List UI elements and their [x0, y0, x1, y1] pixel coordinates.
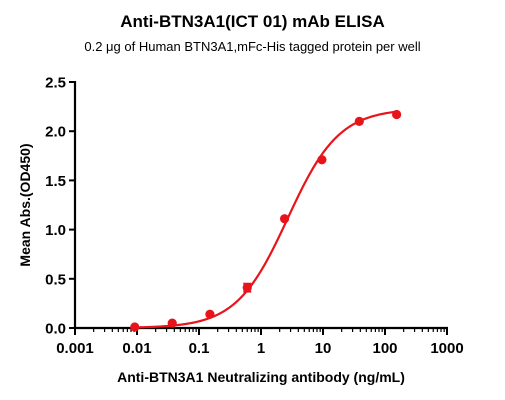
y-tick-label: 2.0 — [45, 124, 66, 141]
x-tick-label: 1000 — [430, 340, 463, 357]
y-axis-label: Mean Abs.(OD450) — [17, 143, 33, 266]
y-tick-label: 1.0 — [45, 222, 66, 239]
y-tick-label: 0.5 — [45, 271, 66, 288]
data-point — [279, 214, 290, 224]
data-point — [242, 283, 252, 293]
subtitle-amount: 0.2 — [84, 39, 107, 54]
chart-subtitle: 0.2 μg of Human BTN3A1,mFc-His tagged pr… — [0, 39, 505, 54]
data-point — [317, 155, 327, 165]
data-point — [205, 309, 215, 319]
y-tick-label: 0.0 — [45, 321, 66, 338]
x-tick-label: 0.1 — [189, 340, 210, 357]
x-axis-label: Anti-BTN3A1 Neutralizing antibody (ng/mL… — [117, 369, 405, 385]
x-tick-label: 0.01 — [122, 340, 151, 357]
subtitle-rest: of Human BTN3A1,mFc-His tagged protein p… — [120, 39, 421, 54]
chart-title: Anti-BTN3A1(ICT 01) mAb ELISA — [120, 12, 385, 31]
data-point — [354, 116, 364, 126]
x-tick-label: 1 — [257, 340, 265, 357]
y-tick-label: 2.5 — [45, 75, 66, 92]
data-point — [167, 318, 177, 328]
data-point — [130, 322, 140, 332]
fit-curve — [134, 110, 397, 329]
x-tick-label: 100 — [372, 340, 397, 357]
x-tick-label: 0.001 — [56, 340, 94, 357]
subtitle-unit: μg — [106, 39, 121, 54]
data-point — [392, 109, 402, 120]
x-tick-label: 10 — [315, 340, 332, 357]
y-tick-label: 1.5 — [45, 173, 66, 190]
